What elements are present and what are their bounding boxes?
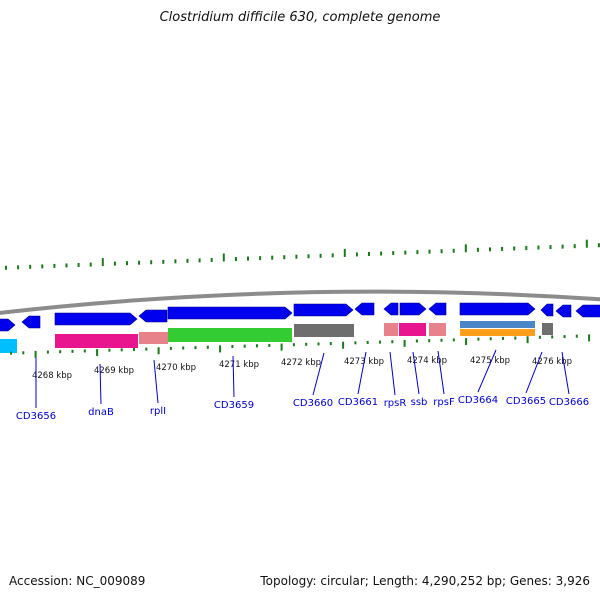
- scale-label: 4274 kbp: [407, 356, 447, 366]
- gene-arrow: [540, 303, 554, 317]
- cog-bar: [55, 334, 138, 348]
- gene-label-leader: [389, 351, 396, 396]
- gene-arrow: [54, 312, 138, 326]
- gene-label-leader: [525, 351, 543, 394]
- gene-label: CD3656: [16, 411, 56, 422]
- gene-arrow: [167, 306, 293, 320]
- gene-label-leader: [412, 351, 420, 395]
- gene-label: dnaB: [88, 407, 114, 418]
- gene-arrow: [0, 318, 16, 332]
- scale-label: 4272 kbp: [281, 358, 321, 368]
- cog-bar: [139, 332, 168, 344]
- gene-label: rplI: [150, 406, 166, 417]
- outer-tick-ring: [5, 239, 600, 270]
- scale-label: 4271 kbp: [219, 360, 259, 370]
- cog-bar: [168, 328, 292, 342]
- gene-label-leader: [99, 363, 102, 405]
- gene-label: rpsF: [433, 397, 455, 408]
- cog-bar: [429, 323, 446, 336]
- gene-arrow: [459, 302, 536, 316]
- gene-arrow: [354, 302, 375, 316]
- scale-label: 4276 kbp: [532, 357, 572, 367]
- gene-label: CD3664: [458, 395, 498, 406]
- gene-label-leader: [232, 355, 235, 398]
- gene-label-leader: [357, 351, 367, 395]
- gene-label: CD3661: [338, 397, 378, 408]
- accession-text: Accession: NC_009089: [9, 574, 146, 588]
- gene-label-leader: [561, 351, 570, 395]
- gene-arrow: [428, 302, 447, 316]
- gene-arrow: [21, 315, 41, 329]
- gene-arrow: [399, 302, 427, 316]
- gene-label-leader: [153, 359, 159, 404]
- gene-arrow: [138, 309, 168, 323]
- gene-label-leader: [437, 350, 445, 395]
- cog-bar: [384, 323, 398, 336]
- map-title: Clostridium difficile 630, complete geno…: [159, 10, 441, 25]
- cog-bar: [460, 329, 535, 336]
- gene-label: rpsR: [384, 398, 407, 409]
- gene-label-leader: [312, 352, 325, 396]
- gene-label: CD3666: [549, 397, 589, 408]
- gene-arrow: [555, 304, 572, 318]
- gene-label: CD3660: [293, 398, 333, 409]
- gene-label: ssb: [411, 397, 428, 408]
- scale-label: 4268 kbp: [32, 371, 72, 381]
- gene-labels: CD3656 dnaB rplI CD3659 CD3660 CD3661 rpsR ssb r…: [16, 349, 589, 422]
- inner-tick-ring: [10, 334, 591, 358]
- gene-arrow: [293, 303, 354, 317]
- scale-label: 4270 kbp: [156, 363, 196, 373]
- scale-labels: 4268 kbp 4269 kbp 4270 kbp 4271 kbp 4272 kbp…: [32, 356, 572, 381]
- cog-bar: [542, 323, 553, 335]
- topology-text: Topology: circular; Length: 4,290,252 bp…: [260, 574, 590, 588]
- scale-label: 4269 kbp: [94, 366, 134, 376]
- cog-bar: [294, 324, 354, 337]
- cog-bar: [460, 321, 535, 328]
- gene-arrow: [383, 302, 399, 316]
- cog-bar: [0, 339, 17, 353]
- cog-bar: [399, 323, 426, 336]
- forward-strand-genes: [0, 302, 600, 332]
- gene-label: CD3659: [214, 400, 254, 411]
- gene-label-leader: [477, 349, 497, 393]
- genome-backbone: [0, 289, 600, 315]
- scale-label: 4275 kbp: [470, 356, 510, 366]
- gene-arrow: [575, 304, 600, 318]
- cog-category-bars: [0, 321, 553, 353]
- gene-label: CD3665: [506, 396, 546, 407]
